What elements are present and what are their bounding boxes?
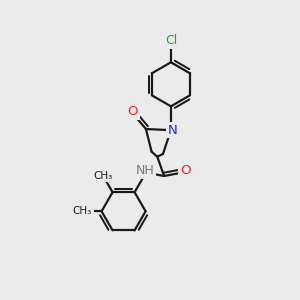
- Text: Cl: Cl: [165, 34, 177, 47]
- Text: CH₃: CH₃: [93, 170, 112, 181]
- Text: NH: NH: [135, 164, 154, 177]
- Text: O: O: [180, 164, 190, 177]
- Text: O: O: [128, 105, 138, 119]
- Text: N: N: [168, 124, 178, 136]
- Text: CH₃: CH₃: [73, 206, 92, 216]
